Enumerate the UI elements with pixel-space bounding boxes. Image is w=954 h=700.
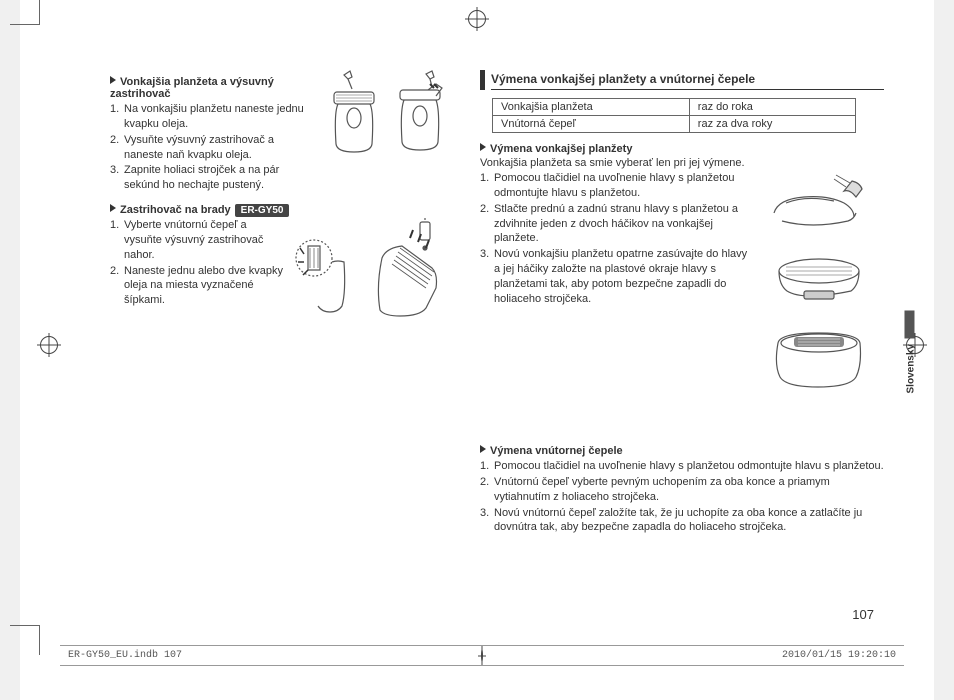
page-number: 107 <box>852 607 874 622</box>
list-item: Novú vonkajšiu planžetu opatrne zasúvajt… <box>494 248 747 305</box>
list-item: Zapnite holiaci strojček a na pár sekúnd… <box>124 164 279 191</box>
table-row: Vnútorná čepeľraz za dva roky <box>493 116 856 133</box>
print-footer: ER-GY50_EU.indb 107 2010/01/15 19:20:10 <box>60 645 904 666</box>
list-item: Naneste jednu alebo dve kvapky oleja na … <box>124 265 283 307</box>
footer-file: ER-GY50_EU.indb 107 <box>68 650 182 661</box>
footer-timestamp: 2010/01/15 19:20:10 <box>782 650 896 661</box>
list-item: Vnútornú čepeľ vyberte pevným uchopením … <box>494 476 830 503</box>
illustration-foil-replace <box>764 171 884 399</box>
foil-replace-list: 1.Pomocou tlačidiel na uvoľnenie hlavy s… <box>480 171 754 307</box>
crop-mark <box>10 0 40 25</box>
heading-replace-blade: Výmena vnútornej čepele <box>480 445 884 457</box>
heading-beard-trimmer: Zastrihovač na bradyER-GY50 <box>110 204 450 216</box>
list-item: Novú vnútornú čepeľ založíte tak, že ju … <box>494 507 862 534</box>
registration-mark <box>40 336 58 354</box>
illustration-trimmer-oil <box>294 218 450 318</box>
right-column: Výmena vonkajšej planžety a vnútornej če… <box>480 70 884 600</box>
heading-replace-foil: Výmena vonkajšej planžety <box>480 143 884 155</box>
heading-outer-foil: Vonkajšia planžeta a výsuvný zastrihovač <box>110 76 316 100</box>
manual-page: Vonkajšia planžeta a výsuvný zastrihovač… <box>20 0 934 700</box>
oil-instructions-list: 1.Na vonkajšiu planžetu naneste jednu kv… <box>110 102 316 193</box>
list-item: Stlačte prednú a zadnú stranu hlavy s pl… <box>494 203 738 245</box>
list-item: Pomocou tlačidiel na uvoľnenie hlavy s p… <box>494 172 734 199</box>
model-badge: ER-GY50 <box>235 204 290 217</box>
language-tab: Slovensky <box>904 310 916 393</box>
illustration-oil-shaver <box>324 70 450 160</box>
intro-text: Vonkajšia planžeta sa smie vyberať len p… <box>480 157 884 169</box>
list-item: Vysuňte výsuvný zastrihovač a naneste na… <box>124 134 274 161</box>
list-item: Na vonkajšiu planžetu naneste jednu kvap… <box>124 103 304 130</box>
left-column: Vonkajšia planžeta a výsuvný zastrihovač… <box>110 70 450 600</box>
trimmer-oil-list: 1.Vyberte vnútornú čepeľ a vysuňte výsuv… <box>110 218 286 308</box>
crop-mark <box>10 625 40 655</box>
section-title-bar: Výmena vonkajšej planžety a vnútornej če… <box>480 70 884 90</box>
table-row: Vonkajšia planžetaraz do roka <box>493 99 856 116</box>
blade-replace-list: 1.Pomocou tlačidiel na uvoľnenie hlavy s… <box>480 459 884 535</box>
replacement-interval-table: Vonkajšia planžetaraz do roka Vnútorná č… <box>492 98 856 133</box>
list-item: Pomocou tlačidiel na uvoľnenie hlavy s p… <box>494 460 884 472</box>
registration-mark <box>481 649 483 662</box>
section-title: Výmena vonkajšej planžety a vnútornej če… <box>491 70 884 90</box>
registration-mark <box>468 10 486 28</box>
list-item: Vyberte vnútornú čepeľ a vysuňte výsuvný… <box>124 219 263 261</box>
content-area: Vonkajšia planžeta a výsuvný zastrihovač… <box>110 70 884 600</box>
